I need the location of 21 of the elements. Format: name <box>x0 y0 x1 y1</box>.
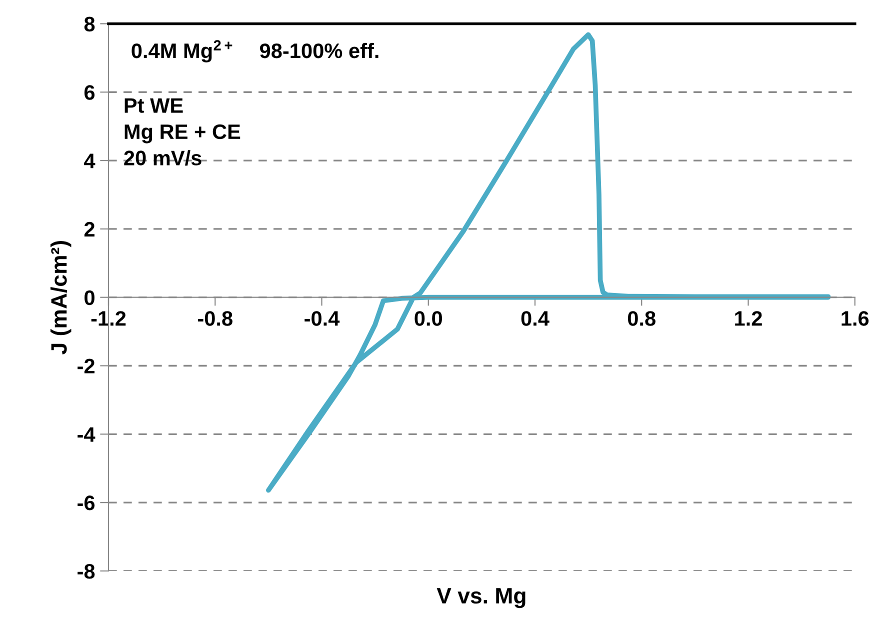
y-axis-title: J (mA/cm²) <box>50 241 72 354</box>
y-tick-label: 4 <box>84 154 96 168</box>
y-tick-label: 8 <box>84 16 95 32</box>
x-tick-label: 0.8 <box>628 311 656 326</box>
x-tick-label: -0.8 <box>198 311 232 326</box>
y-tick-label: -6 <box>78 496 95 510</box>
x-tick-label: 0.0 <box>414 311 442 326</box>
x-tick-label: 1.2 <box>735 311 762 326</box>
y-tick-label: 0 <box>84 290 94 306</box>
y-tick-label: 2 <box>84 222 94 236</box>
x-axis-title: V vs. Mg <box>436 588 526 608</box>
x-tick-label: -1.2 <box>91 311 126 326</box>
y-tick-label: -2 <box>78 358 94 374</box>
x-tick-label: -0.4 <box>304 311 340 326</box>
text: 0.4M Mg$^{2+}$ 98-100% eff. <box>132 40 378 62</box>
y-tick-label: -8 <box>78 564 95 579</box>
x-tick-label: 0.4 <box>521 311 550 326</box>
y-tick-label: 6 <box>84 85 95 100</box>
y-tick-label: -4 <box>78 427 96 442</box>
x-tick-label: 1.6 <box>842 311 869 326</box>
annotation: Pt WE Mg RE + CE 20 mV/s <box>124 98 240 166</box>
